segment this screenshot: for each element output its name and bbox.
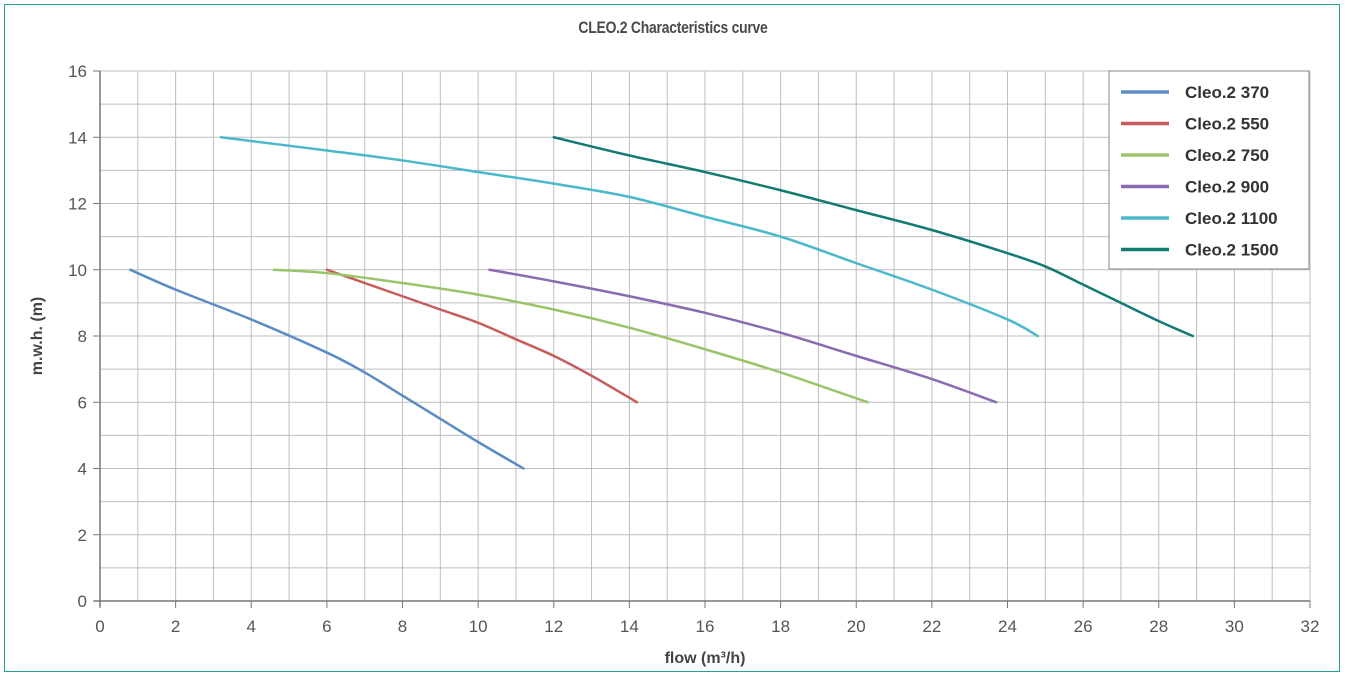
grid xyxy=(99,70,1311,602)
series-line-cleo-2-370 xyxy=(129,268,525,470)
y-tick-label: 14 xyxy=(68,128,87,147)
x-tick-label: 18 xyxy=(771,617,790,636)
legend-label: Cleo.2 750 xyxy=(1185,146,1269,165)
series-lines xyxy=(129,136,1195,470)
x-tick-label: 14 xyxy=(620,617,639,636)
series-line-cleo-2-550 xyxy=(325,268,639,404)
x-tick-label: 20 xyxy=(847,617,866,636)
legend-label: Cleo.2 550 xyxy=(1185,115,1269,134)
series-line-cleo-2-750 xyxy=(272,268,869,404)
chart-title: CLEO.2 Characteristics curve xyxy=(578,18,768,37)
x-tick-label: 0 xyxy=(95,617,104,636)
x-tick-label: 2 xyxy=(171,617,180,636)
x-tick-label: 22 xyxy=(922,617,941,636)
y-tick-label: 2 xyxy=(78,526,87,545)
x-tick-label: 6 xyxy=(322,617,331,636)
y-tick-label: 10 xyxy=(68,261,87,280)
x-tick-label: 16 xyxy=(696,617,715,636)
x-tick-label: 4 xyxy=(247,617,256,636)
y-tick-label: 0 xyxy=(78,592,87,611)
legend-label: Cleo.2 1500 xyxy=(1185,241,1279,260)
y-tick-label: 6 xyxy=(78,393,87,412)
y-tick-label: 4 xyxy=(78,460,87,479)
legend-label: Cleo.2 900 xyxy=(1185,178,1269,197)
legend-label: Cleo.2 1100 xyxy=(1185,209,1278,228)
legend: Cleo.2 370 Cleo.2 550 Cleo.2 750 Cleo.2 900… xyxy=(1108,70,1310,270)
series-line-cleo-2-1100 xyxy=(219,136,1039,338)
x-tick-label: 32 xyxy=(1301,617,1320,636)
legend-box xyxy=(1108,70,1310,270)
x-axis-title: flow (m³/h) xyxy=(665,650,746,667)
y-tick-label: 12 xyxy=(68,195,87,214)
y-axis-title: m.w.h. (m) xyxy=(29,297,46,376)
x-tick-label: 28 xyxy=(1149,617,1168,636)
x-tick-label: 30 xyxy=(1225,617,1244,636)
x-tick-label: 26 xyxy=(1074,617,1093,636)
x-tick-label: 24 xyxy=(998,617,1017,636)
y-tick-label: 16 xyxy=(68,62,87,81)
x-tick-label: 8 xyxy=(398,617,407,636)
series-line-cleo-2-1500 xyxy=(552,136,1195,338)
x-tick-label: 10 xyxy=(469,617,488,636)
axes: 0 2 4 6 8 10 12 14 16 18 20 22 24 26 28 30 3202468101214… xyxy=(68,62,1319,636)
series-line-cleo-2-900 xyxy=(488,268,998,404)
y-tick-label: 8 xyxy=(78,327,87,346)
legend-label: Cleo.2 370 xyxy=(1185,83,1269,102)
x-tick-label: 12 xyxy=(544,617,563,636)
